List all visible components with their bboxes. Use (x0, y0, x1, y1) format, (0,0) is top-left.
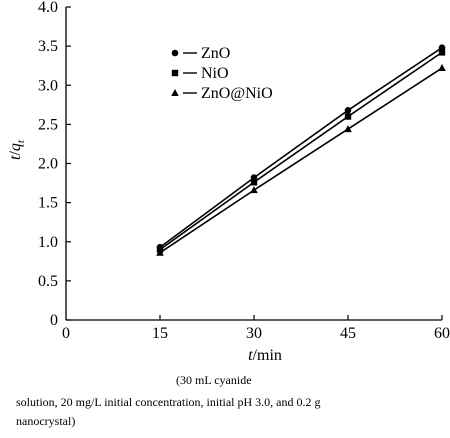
axis-ticks: 0 0.5 1.0 1.5 2.0 2.5 3.0 3.5 4.0 0 15 30 45 60 (38, 0, 450, 342)
y-tick-label: 4.0 (38, 0, 58, 16)
legend-label-zno-nio: ZnO@NiO (201, 85, 273, 102)
x-axis-label: t/min (248, 347, 282, 364)
legend-label-zno: ZnO (201, 45, 230, 62)
data-point-zno-nio (156, 248, 164, 256)
data-point-zno-nio (438, 64, 446, 72)
data-point-nio (438, 49, 446, 56)
series-markers (156, 44, 446, 256)
series-line-zno (159, 47, 443, 248)
y-tick-label: 1.0 (38, 234, 58, 251)
series-line-zno-nio (159, 67, 443, 254)
legend-marker-nio (171, 69, 179, 77)
kinetics-chart: 0 0.5 1.0 1.5 2.0 2.5 3.0 3.5 4.0 0 15 30 45 60 ZnO Ni… (7, 0, 450, 364)
legend-label-nio: NiO (201, 65, 229, 82)
y-tick-label: 3.0 (38, 77, 58, 94)
data-point-nio (344, 113, 352, 120)
caption-line-3: nanocrystal) (16, 414, 76, 428)
data-point-zno-nio (344, 125, 352, 133)
y-tick-label: 0 (50, 312, 58, 329)
x-tick-label: 45 (340, 325, 356, 342)
plot-axes (65, 7, 442, 321)
caption-line-2: solution, 20 mg/L initial concentration,… (16, 395, 321, 409)
data-point-nio (250, 179, 258, 186)
data-point-zno-nio (250, 186, 258, 194)
y-tick-label: 2.0 (38, 156, 58, 173)
y-tick-label: 3.5 (38, 38, 58, 55)
legend: ZnO NiO ZnO@NiO (171, 45, 273, 102)
x-tick-label: 0 (62, 325, 70, 342)
legend-marker-zno (171, 49, 179, 57)
x-tick-label: 60 (434, 325, 450, 342)
x-tick-label: 15 (152, 325, 168, 342)
series-lines (159, 47, 443, 254)
y-tick-label: 0.5 (38, 273, 58, 290)
x-tick-label: 30 (246, 325, 262, 342)
series-line-nio (159, 51, 443, 251)
data-point-zno (344, 106, 352, 114)
caption-line-1: (30 mL cyanide (176, 373, 252, 387)
legend-marker-zno-nio (171, 89, 179, 96)
y-axis-label: t/qt (7, 139, 27, 160)
y-tick-label: 1.5 (38, 195, 58, 212)
y-tick-label: 2.5 (38, 116, 58, 133)
